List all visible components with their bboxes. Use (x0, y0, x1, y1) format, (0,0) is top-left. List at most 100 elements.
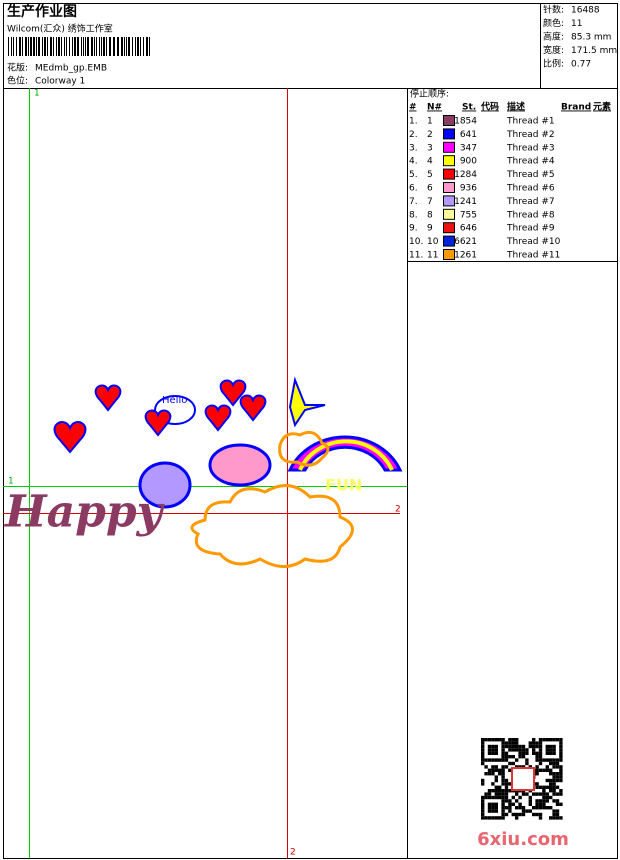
qr-cell (559, 768, 563, 772)
qr-cell (484, 792, 488, 796)
bar-stripe (69, 37, 70, 56)
qr-cell (498, 795, 502, 800)
barcode (8, 37, 150, 56)
bar-stripe (61, 37, 62, 56)
qr-cell (545, 738, 549, 742)
qr-cell (528, 765, 532, 769)
qr-cell (535, 751, 539, 755)
qr-cell (559, 802, 563, 806)
qr-cell (542, 799, 546, 803)
qr-cell (491, 782, 495, 786)
qr-cell (508, 761, 512, 766)
qr-cell (511, 802, 515, 806)
qr-cell (504, 806, 509, 810)
qr-cell (552, 785, 556, 789)
qr-cell (525, 809, 529, 813)
qr-cell (511, 748, 515, 752)
qr-cell (487, 738, 492, 742)
qr-cell (549, 738, 553, 742)
qr-cell (484, 765, 488, 769)
stat-label: 比例: (543, 58, 564, 70)
qr-cell (535, 758, 539, 762)
bar-stripe (42, 37, 43, 56)
stitches: 6621 (454, 237, 477, 247)
qr-cell (487, 748, 492, 752)
qr-cell (508, 755, 512, 759)
qr-cell (555, 772, 560, 776)
qr-cell (481, 778, 485, 783)
qr-cell (538, 812, 543, 817)
qr-cell (559, 772, 563, 776)
title: 生产作业图 (7, 3, 77, 20)
qr-cell (484, 816, 488, 820)
stat-value: 171.5 mm (571, 46, 617, 56)
qr-cell (487, 792, 492, 796)
row-number: 3. (409, 143, 418, 153)
qr-cell (532, 744, 536, 749)
qr-cell (504, 765, 509, 769)
bar-stripe (8, 37, 9, 56)
marker: 2 (290, 848, 296, 858)
qr-cell (545, 785, 549, 789)
qr-cell (481, 806, 485, 810)
qr-cell (518, 755, 522, 759)
bar-stripe (13, 37, 14, 56)
bar-stripe (109, 37, 111, 56)
bar-stripe (85, 37, 86, 56)
color-swatch (443, 128, 455, 140)
bar-stripe (33, 37, 35, 56)
row-number: 11. (409, 251, 423, 261)
qr-cell (535, 802, 539, 806)
qr-cell (521, 809, 526, 813)
qr-cell (535, 755, 539, 759)
qr-cell (555, 758, 560, 762)
qr-cell (515, 799, 519, 803)
bar-stripe (19, 37, 21, 56)
qr-cell (504, 744, 509, 749)
needle: 2 (427, 130, 433, 140)
qr-cell (559, 789, 563, 793)
qr-cell (542, 806, 546, 810)
qr-cell (535, 792, 539, 796)
design-label: 花版: (7, 62, 28, 74)
qr-cell (549, 782, 553, 786)
qr-cell (487, 744, 492, 749)
bar-stripe (143, 37, 144, 56)
bar-stripe (91, 37, 93, 56)
qr-cell (481, 809, 485, 813)
qr-cell (511, 738, 515, 742)
qr-cell (491, 768, 495, 772)
qr-cell (538, 755, 543, 759)
bar-stripe (36, 37, 37, 56)
needle: 4 (427, 157, 433, 167)
studio: Wilcom(汇众) 绣饰工作室 (7, 23, 113, 35)
description: Thread #2 (506, 130, 555, 140)
qr-cell (494, 778, 498, 783)
needle: 9 (427, 224, 433, 234)
qr-cell (521, 806, 526, 810)
qr-cell (501, 806, 505, 810)
stat-value: 11 (571, 19, 582, 29)
stat-value: 85.3 mm (571, 33, 611, 43)
qr-cell (501, 755, 505, 759)
description: Thread #7 (506, 197, 555, 207)
qr-cell (501, 751, 505, 755)
bar-stripe (50, 37, 52, 56)
qr-cell (491, 744, 495, 749)
qr-cell (491, 765, 495, 769)
qr-cell (494, 758, 498, 762)
qr-cell (487, 772, 492, 776)
qr-cell (515, 744, 519, 749)
qr-cell (508, 802, 512, 806)
color-swatch (443, 141, 455, 153)
row-number: 6. (409, 184, 418, 194)
qr-cell (538, 738, 543, 742)
qr-cell (528, 809, 532, 813)
stitches: 347 (460, 143, 477, 153)
qr-cell (552, 809, 556, 813)
color-swatch (443, 182, 455, 193)
qr-cell (535, 768, 539, 772)
qr-cell (555, 785, 560, 789)
column-header: 元素 (593, 101, 611, 113)
qr-cell (559, 816, 563, 820)
